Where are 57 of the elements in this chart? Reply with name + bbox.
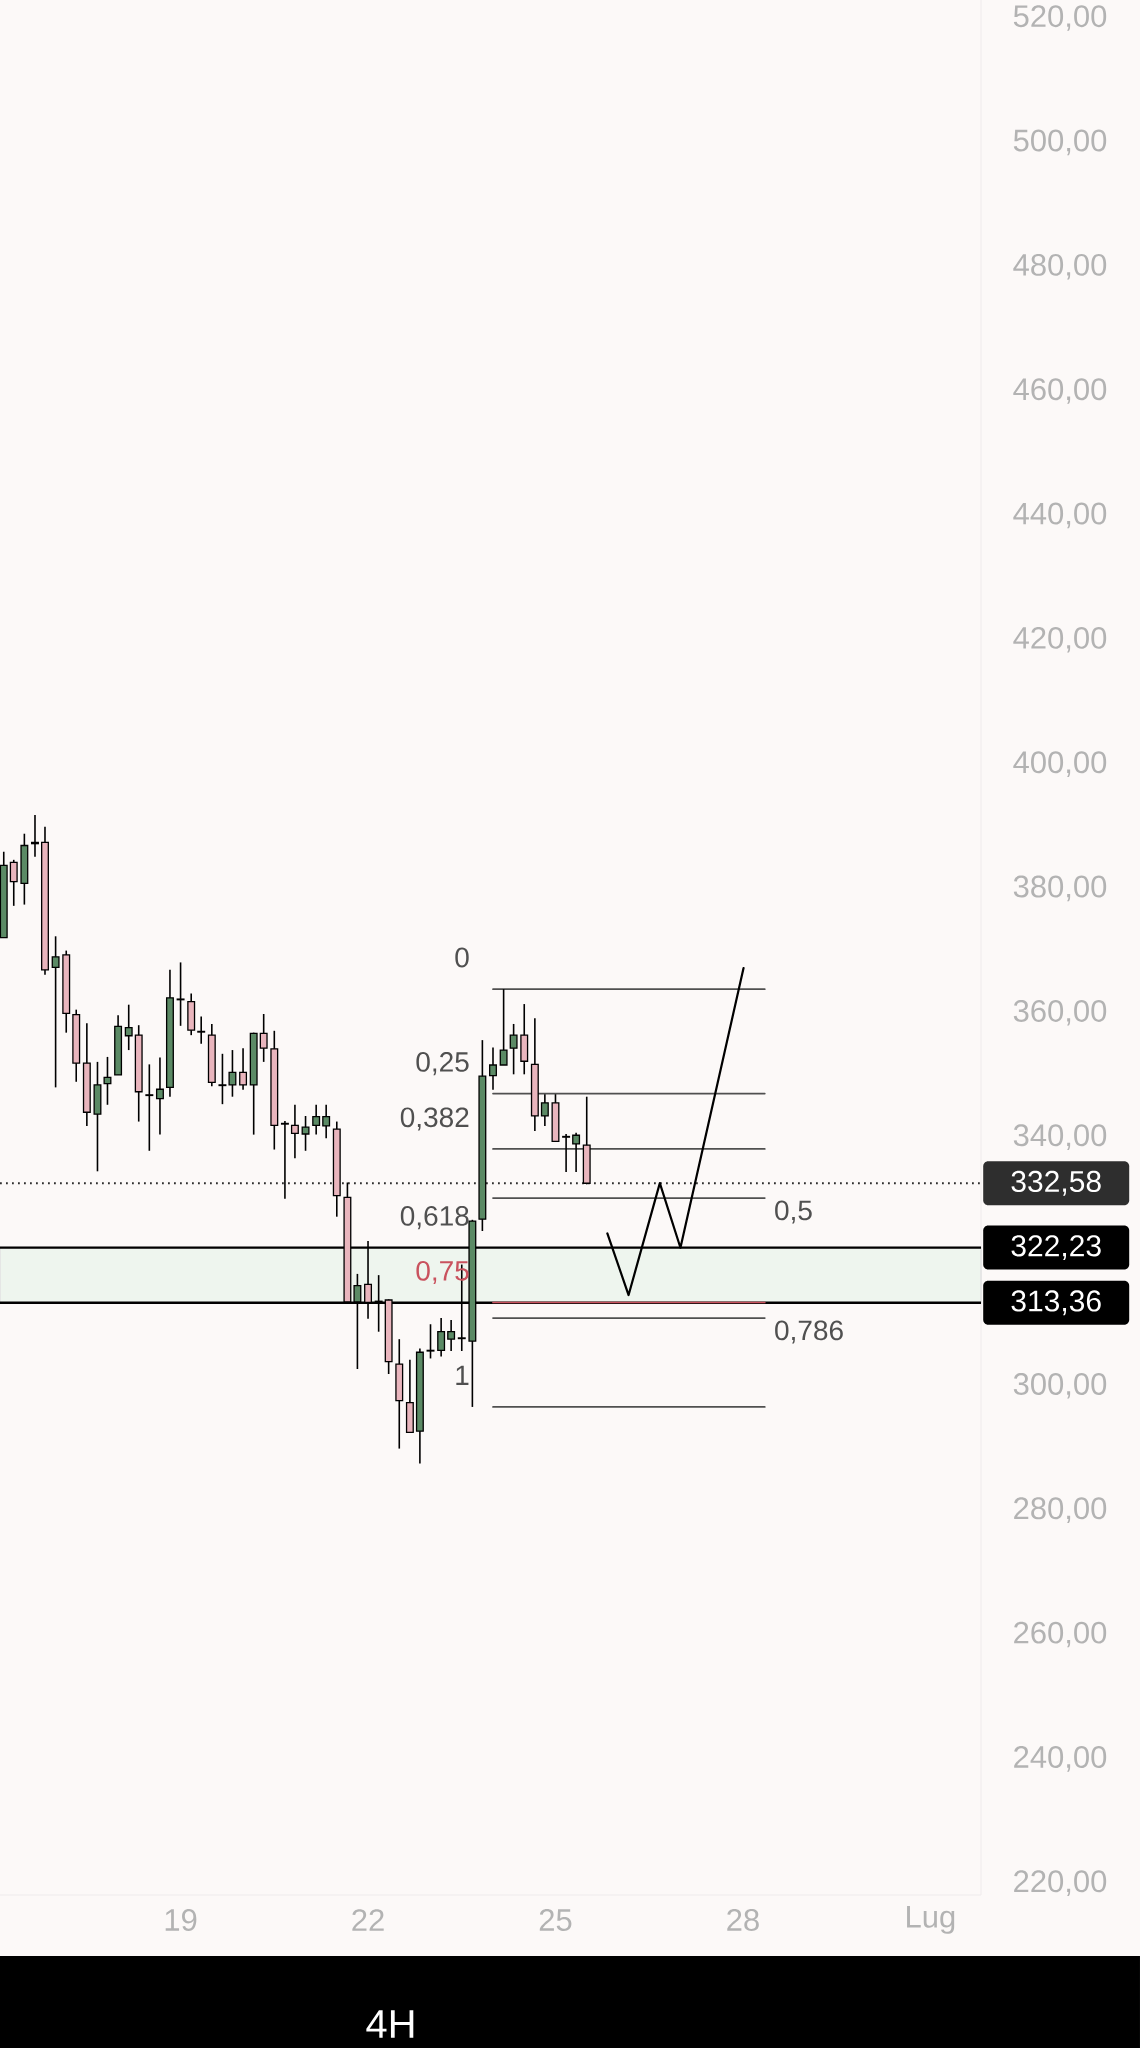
y-tick-label: 260,00: [1014, 1621, 1107, 1648]
x-tick-label: 22: [352, 1909, 384, 1931]
x-tick-label: 28: [727, 1909, 759, 1931]
candlestick: [280, 1120, 289, 1200]
ref-line-label: 313,36: [1011, 1290, 1101, 1316]
candlestick: [301, 1115, 310, 1152]
y-tick-label: 500,00: [1013, 129, 1107, 156]
candlestick: [312, 1103, 321, 1136]
series-label: 0,786: [775, 1320, 843, 1344]
candlestick: [197, 1015, 206, 1045]
y-tick-label: 520,00: [1013, 5, 1107, 31]
candlestick: [509, 1023, 518, 1076]
candlestick: [489, 1046, 497, 1091]
candlestick: [572, 1131, 581, 1173]
y-tick-label: 400,00: [1013, 751, 1107, 777]
candlestick: [437, 1317, 446, 1358]
y-tick-label: 480,00: [1013, 253, 1107, 280]
series-label: 1: [456, 1365, 469, 1385]
y-tick-label: 300,00: [1013, 1373, 1107, 1399]
ref-line-label: 332,58: [1011, 1170, 1101, 1196]
y-tick-label: 440,00: [1013, 502, 1107, 529]
candlestick: [145, 1063, 154, 1152]
candlestick: [447, 1319, 456, 1352]
y-tick-label: 340,00: [1013, 1124, 1107, 1150]
y-tick-label: 220,00: [1014, 1870, 1107, 1896]
candlestick: [103, 1056, 112, 1106]
y-tick-label: 280,00: [1014, 1497, 1107, 1523]
candlestick: [540, 1093, 549, 1127]
y-tick-label: 420,00: [1013, 626, 1107, 653]
annotation: 0,618: [400, 1206, 469, 1230]
candlestick: [239, 1047, 248, 1091]
series-label: 0,25: [416, 1052, 469, 1076]
x-tick-label: Lug: [907, 1906, 955, 1934]
y-tick-label: 240,00: [1014, 1746, 1107, 1772]
y-tick-label: 460,00: [1013, 378, 1107, 404]
candlestick: [290, 1103, 299, 1160]
series-label: 0,5: [775, 1200, 812, 1224]
ref-line-label: 322,23: [1011, 1235, 1101, 1260]
candlestick: [426, 1323, 435, 1360]
candlestick: [322, 1103, 331, 1140]
series-label: 0: [455, 947, 469, 968]
candlestick: [51, 935, 60, 1089]
candlestick: [124, 1003, 133, 1051]
candlestick: [9, 859, 18, 907]
text: 4H: [366, 2010, 414, 2038]
candlestick: [218, 1053, 227, 1105]
candlestick: [176, 961, 185, 1027]
series-label: 0,382: [400, 1107, 469, 1131]
x-tick-label: 25: [539, 1909, 572, 1931]
candlestick: [228, 1049, 237, 1098]
y-tick-label: 380,00: [1013, 875, 1107, 902]
y-tick-label: 360,00: [1013, 999, 1107, 1026]
candlestick: [562, 1133, 571, 1173]
candlestick: [499, 988, 508, 1066]
candlestick: [259, 1013, 268, 1063]
x-tick-label: 19: [165, 1909, 197, 1931]
candlestick: [155, 1056, 164, 1136]
